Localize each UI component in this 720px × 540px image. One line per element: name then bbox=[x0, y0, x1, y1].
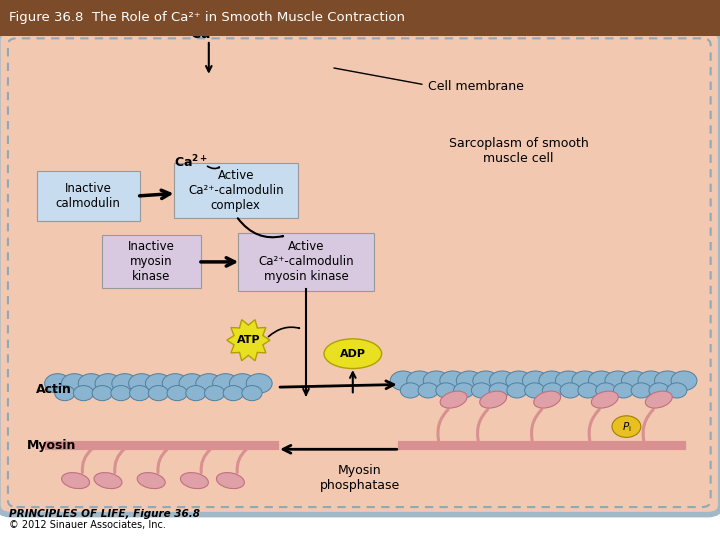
FancyBboxPatch shape bbox=[174, 163, 298, 218]
Circle shape bbox=[612, 416, 641, 437]
Text: Figure 36.8  The Role of Ca²⁺ in Smooth Muscle Contraction: Figure 36.8 The Role of Ca²⁺ in Smooth M… bbox=[9, 11, 405, 24]
Ellipse shape bbox=[440, 391, 467, 408]
Circle shape bbox=[167, 386, 187, 401]
Circle shape bbox=[621, 371, 647, 390]
Circle shape bbox=[111, 386, 131, 401]
FancyArrowPatch shape bbox=[207, 166, 220, 168]
Circle shape bbox=[436, 383, 456, 398]
Circle shape bbox=[400, 383, 420, 398]
Circle shape bbox=[78, 374, 104, 393]
Ellipse shape bbox=[324, 339, 382, 368]
Bar bbox=[0, 0, 720, 36]
Text: Inactive
myosin
kinase: Inactive myosin kinase bbox=[127, 240, 175, 284]
Text: Cell membrane: Cell membrane bbox=[428, 80, 524, 93]
Circle shape bbox=[440, 371, 466, 390]
Circle shape bbox=[542, 383, 562, 398]
FancyArrowPatch shape bbox=[238, 218, 283, 237]
Circle shape bbox=[560, 383, 580, 398]
Text: ADP: ADP bbox=[340, 349, 366, 359]
Circle shape bbox=[507, 383, 527, 398]
Circle shape bbox=[196, 374, 222, 393]
Circle shape bbox=[490, 371, 516, 390]
Text: ATP: ATP bbox=[237, 335, 260, 345]
Circle shape bbox=[454, 383, 474, 398]
Circle shape bbox=[654, 371, 680, 390]
Circle shape bbox=[578, 383, 598, 398]
Circle shape bbox=[555, 371, 581, 390]
Circle shape bbox=[523, 371, 549, 390]
Ellipse shape bbox=[94, 472, 122, 489]
Ellipse shape bbox=[591, 391, 618, 408]
Text: PRINCIPLES OF LIFE, Figure 36.8: PRINCIPLES OF LIFE, Figure 36.8 bbox=[9, 509, 199, 519]
Circle shape bbox=[129, 374, 155, 393]
Circle shape bbox=[92, 386, 112, 401]
Circle shape bbox=[595, 383, 616, 398]
Circle shape bbox=[73, 386, 94, 401]
Circle shape bbox=[390, 371, 416, 390]
Ellipse shape bbox=[480, 391, 507, 408]
Circle shape bbox=[61, 374, 87, 393]
Circle shape bbox=[506, 371, 532, 390]
Text: Actin: Actin bbox=[36, 383, 72, 396]
Text: $\mathit{P}_\mathrm{i}$: $\mathit{P}_\mathrm{i}$ bbox=[621, 420, 631, 434]
Circle shape bbox=[613, 383, 634, 398]
Text: Sarcoplasm of smooth
muscle cell: Sarcoplasm of smooth muscle cell bbox=[449, 137, 588, 165]
Circle shape bbox=[588, 371, 614, 390]
Circle shape bbox=[418, 383, 438, 398]
Circle shape bbox=[246, 374, 272, 393]
Circle shape bbox=[95, 374, 121, 393]
Circle shape bbox=[407, 371, 433, 390]
Circle shape bbox=[145, 374, 171, 393]
Circle shape bbox=[130, 386, 150, 401]
Ellipse shape bbox=[645, 391, 672, 408]
Circle shape bbox=[242, 386, 262, 401]
Circle shape bbox=[473, 371, 499, 390]
Ellipse shape bbox=[534, 391, 561, 408]
Text: Active
Ca²⁺-calmodulin
complex: Active Ca²⁺-calmodulin complex bbox=[188, 169, 284, 212]
Circle shape bbox=[186, 386, 206, 401]
Circle shape bbox=[649, 383, 669, 398]
Text: Myosin
phosphatase: Myosin phosphatase bbox=[320, 464, 400, 492]
FancyBboxPatch shape bbox=[238, 233, 374, 291]
Circle shape bbox=[148, 386, 168, 401]
Circle shape bbox=[489, 383, 509, 398]
Circle shape bbox=[539, 371, 564, 390]
Text: © 2012 Sinauer Associates, Inc.: © 2012 Sinauer Associates, Inc. bbox=[9, 520, 166, 530]
FancyBboxPatch shape bbox=[102, 235, 201, 288]
Circle shape bbox=[55, 386, 75, 401]
Ellipse shape bbox=[181, 472, 208, 489]
Circle shape bbox=[162, 374, 188, 393]
Circle shape bbox=[456, 371, 482, 390]
FancyBboxPatch shape bbox=[0, 31, 720, 515]
Ellipse shape bbox=[138, 472, 165, 489]
Ellipse shape bbox=[217, 472, 244, 489]
FancyArrowPatch shape bbox=[269, 327, 300, 336]
Circle shape bbox=[423, 371, 449, 390]
Circle shape bbox=[45, 374, 71, 393]
Text: Myosin: Myosin bbox=[27, 439, 77, 452]
Circle shape bbox=[638, 371, 664, 390]
Circle shape bbox=[667, 383, 687, 398]
Circle shape bbox=[112, 374, 138, 393]
Circle shape bbox=[631, 383, 652, 398]
Text: Active
Ca²⁺-calmodulin
myosin kinase: Active Ca²⁺-calmodulin myosin kinase bbox=[258, 240, 354, 284]
Text: $\mathbf{Ca^{2+}}$: $\mathbf{Ca^{2+}}$ bbox=[190, 23, 228, 42]
Ellipse shape bbox=[62, 472, 89, 489]
Circle shape bbox=[204, 386, 225, 401]
Polygon shape bbox=[227, 320, 270, 361]
Circle shape bbox=[605, 371, 631, 390]
Circle shape bbox=[223, 386, 243, 401]
Circle shape bbox=[179, 374, 205, 393]
Text: Inactive
calmodulin: Inactive calmodulin bbox=[55, 182, 121, 210]
Text: $\mathbf{Ca^{2+}}$: $\mathbf{Ca^{2+}}$ bbox=[174, 154, 208, 170]
Circle shape bbox=[230, 374, 256, 393]
Circle shape bbox=[472, 383, 492, 398]
Circle shape bbox=[212, 374, 238, 393]
FancyBboxPatch shape bbox=[37, 171, 140, 221]
Circle shape bbox=[572, 371, 598, 390]
Circle shape bbox=[671, 371, 697, 390]
Circle shape bbox=[525, 383, 545, 398]
